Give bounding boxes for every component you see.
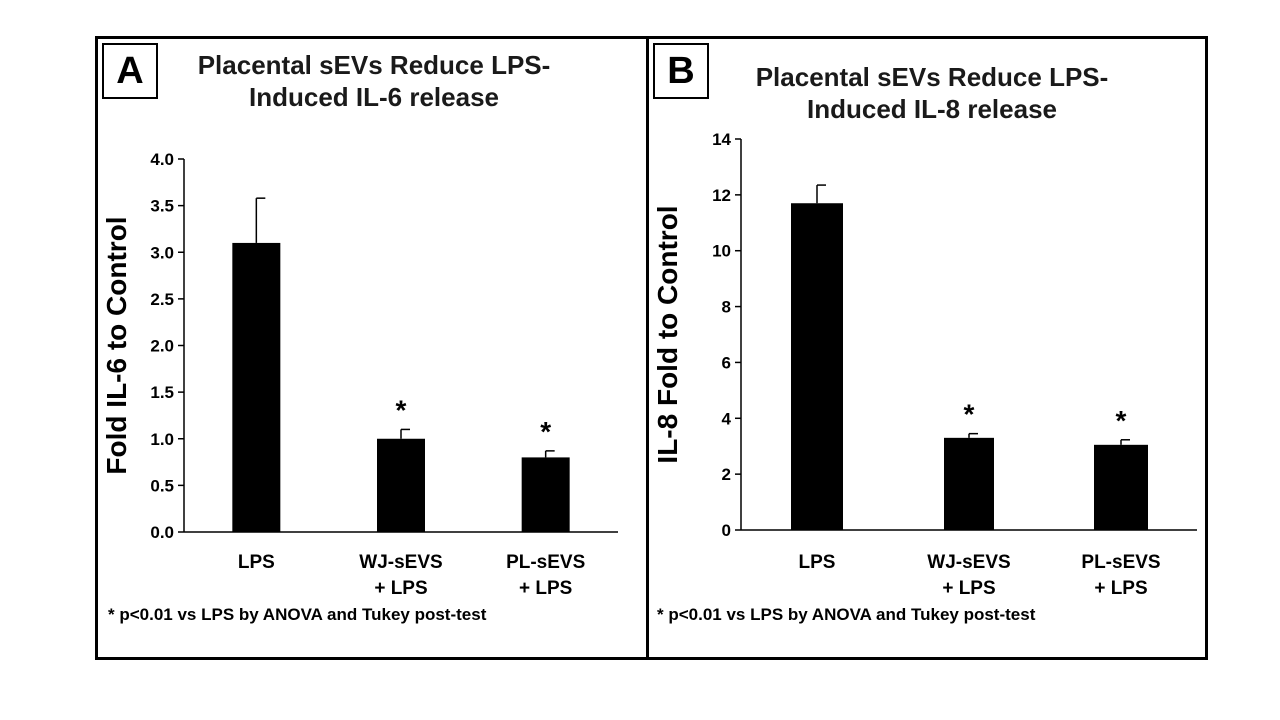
significance-marker: * — [396, 394, 407, 425]
y-tick-label: 1.0 — [150, 430, 174, 449]
y-tick-label: 0.0 — [150, 523, 174, 542]
x-category-label: WJ-sEVS — [359, 552, 442, 573]
bar — [791, 203, 843, 530]
y-tick-label: 0.5 — [150, 476, 174, 495]
x-category-label: LPS — [799, 552, 836, 573]
x-category-label: + LPS — [374, 578, 427, 599]
x-category-label: + LPS — [519, 578, 572, 599]
y-tick-label: 14 — [712, 130, 731, 149]
y-tick-label: 4 — [722, 409, 732, 428]
panel-b: B Placental sEVs Reduce LPS- Induced IL-… — [646, 36, 1208, 660]
y-tick-label: 0 — [722, 521, 731, 540]
x-category-label: PL-sEVS — [506, 552, 585, 573]
y-tick-label: 2 — [722, 465, 731, 484]
significance-marker: * — [964, 399, 975, 430]
x-category-label: LPS — [238, 552, 275, 573]
y-tick-label: 6 — [722, 353, 731, 372]
chart-title-line-1: Placental sEVs Reduce LPS- — [197, 50, 551, 80]
panel-letter: B — [653, 43, 709, 99]
chart-title-line-2: Induced IL-6 release — [249, 82, 499, 112]
x-category-label: + LPS — [1094, 578, 1147, 599]
bar — [232, 242, 281, 533]
bar — [377, 438, 425, 532]
footnote: * p<0.01 vs LPS by ANOVA and Tukey post-… — [108, 605, 487, 624]
footnote: * p<0.01 vs LPS by ANOVA and Tukey post-… — [657, 605, 1036, 624]
bar — [1094, 444, 1148, 530]
chart-title-line-2: Induced IL-8 release — [807, 94, 1057, 124]
y-tick-label: 8 — [722, 298, 731, 317]
y-tick-label: 12 — [712, 186, 731, 205]
y-tick-label: 1.5 — [150, 383, 174, 402]
y-tick-label: 2.5 — [150, 290, 174, 309]
chart-title: Placental sEVs Reduce LPS- Induced IL-6 … — [164, 49, 584, 113]
bar — [944, 437, 994, 530]
y-tick-label: 3.5 — [150, 197, 174, 216]
significance-marker: * — [540, 416, 551, 447]
x-category-label: PL-sEVS — [1081, 552, 1160, 573]
il8-bar-chart: IL-8 Fold to Control 0 2 4 6 8 10 12 14 LPS * WJ-sE… — [652, 130, 1197, 599]
y-tick-label: 2.0 — [150, 337, 174, 356]
significance-marker: * — [1116, 405, 1127, 436]
y-axis-label: IL-8 Fold to Control — [652, 205, 683, 463]
y-axis-label: Fold IL-6 to Control — [101, 216, 132, 474]
panel-letter: A — [102, 43, 158, 99]
chart-title-line-1: Placental sEVs Reduce LPS- — [755, 62, 1109, 92]
x-category-label: + LPS — [942, 578, 995, 599]
y-tick-label: 4.0 — [150, 150, 174, 169]
chart-title: Placental sEVs Reduce LPS- Induced IL-8 … — [715, 61, 1149, 125]
y-tick-label: 10 — [712, 242, 731, 261]
y-tick-label: 3.0 — [150, 243, 174, 262]
x-category-label: WJ-sEVS — [927, 552, 1010, 573]
panel-a: A Placental sEVs Reduce LPS- Induced IL-… — [95, 36, 651, 660]
il6-bar-chart: Fold IL-6 to Control 0.0 0.5 1.0 1.5 2.0 2.5 3.… — [101, 150, 618, 599]
bar — [521, 457, 570, 532]
